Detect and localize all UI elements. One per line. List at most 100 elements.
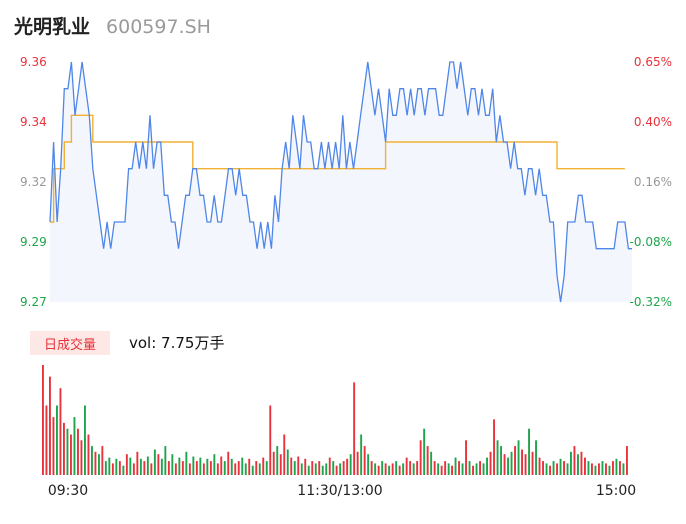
volume-bar xyxy=(500,446,502,475)
volume-bar xyxy=(304,458,307,475)
volume-bar xyxy=(566,463,569,475)
pct-tick-label: -0.32% xyxy=(630,295,672,309)
price-tick-label: 9.27 xyxy=(20,295,47,309)
volume-readout: vol: 7.75万手 xyxy=(129,331,224,355)
time-tick-label: 09:30 xyxy=(48,483,88,499)
volume-bar xyxy=(202,463,205,475)
volume-bar xyxy=(398,465,401,475)
volume-bar xyxy=(118,461,121,475)
volume-bar xyxy=(339,463,342,475)
price-tick-label: 9.29 xyxy=(20,235,47,249)
volume-bar xyxy=(451,465,453,475)
volume-bar xyxy=(122,465,125,475)
volume-bar xyxy=(335,465,338,475)
volume-bar xyxy=(262,457,265,475)
volume-bar xyxy=(570,451,572,475)
volume-bar xyxy=(234,463,237,475)
volume-bar xyxy=(524,454,527,475)
volume-bar xyxy=(220,456,223,475)
price-tick-label: 9.34 xyxy=(20,115,47,129)
volume-bar xyxy=(577,454,579,475)
volume-bar xyxy=(556,463,558,475)
volume-bar xyxy=(115,458,118,475)
volume-bar xyxy=(531,451,534,475)
volume-bar xyxy=(206,458,209,475)
volume-bar xyxy=(167,461,170,475)
header: 光明乳业 600597.SH xyxy=(14,12,211,40)
volume-bar xyxy=(601,461,604,475)
volume-bar xyxy=(269,405,272,475)
volume-bar xyxy=(108,457,111,475)
volume-bar xyxy=(98,454,100,475)
stock-code: 600597.SH xyxy=(106,16,211,38)
volume-bar xyxy=(87,434,90,475)
volume-bar xyxy=(619,461,621,475)
volume-bar xyxy=(496,440,499,475)
volume-bar xyxy=(171,454,174,475)
volume-bar xyxy=(514,446,516,475)
volume-bar xyxy=(174,463,177,475)
volume-bar xyxy=(251,465,254,475)
volume-bar xyxy=(395,461,398,475)
volume-bar xyxy=(59,388,62,475)
volume-bar xyxy=(563,461,565,475)
volume-bar xyxy=(178,457,181,475)
volume-bar xyxy=(314,463,317,475)
volume-bar xyxy=(185,451,188,475)
volume-bar xyxy=(587,461,590,475)
volume-bar xyxy=(384,463,387,475)
volume-bar xyxy=(52,417,55,475)
volume-bar xyxy=(503,454,506,475)
volume-bar xyxy=(353,382,356,475)
volume-bar xyxy=(510,451,513,475)
volume-bar xyxy=(507,457,509,475)
volume-bar xyxy=(517,440,520,475)
volume-bar xyxy=(437,463,440,475)
volume-bar xyxy=(374,463,377,475)
volume-bar xyxy=(419,440,422,475)
volume-bar xyxy=(290,457,293,475)
price-tick-label: 9.32 xyxy=(20,175,47,189)
volume-bar xyxy=(300,463,303,475)
volume-bar xyxy=(56,405,58,475)
volume-bar xyxy=(612,461,614,475)
volume-bar xyxy=(605,463,607,475)
volume-bar xyxy=(552,461,555,475)
volume-bar xyxy=(150,463,153,475)
volume-bar xyxy=(80,440,83,475)
volume-bar xyxy=(213,454,216,475)
volume-bar xyxy=(209,461,212,475)
volume-bar xyxy=(265,461,268,475)
volume-bar xyxy=(328,457,331,475)
volume-bar xyxy=(181,461,184,475)
volume-bar xyxy=(545,463,548,475)
volume-bar xyxy=(608,465,611,475)
volume-bar xyxy=(258,463,261,475)
volume-bar xyxy=(146,456,149,475)
pct-tick-label: 0.65% xyxy=(634,55,672,69)
volume-bar xyxy=(423,428,426,475)
volume-bar xyxy=(472,465,474,475)
volume-bar xyxy=(430,451,433,475)
volume-bar xyxy=(521,449,523,475)
volume-bar xyxy=(192,456,195,475)
volume-bar xyxy=(297,456,300,475)
volume-value: 7.75万手 xyxy=(161,334,225,352)
volume-badge[interactable]: 日成交量 xyxy=(30,331,110,355)
volume-bar xyxy=(454,457,457,475)
volume-bar xyxy=(349,454,352,475)
volume-bar xyxy=(559,458,562,475)
volume-bar xyxy=(591,463,593,475)
volume-bar xyxy=(101,446,104,475)
volume-bar xyxy=(244,463,247,475)
volume-bar xyxy=(381,461,384,475)
volume-bar xyxy=(77,428,79,475)
volume-bar xyxy=(405,457,408,475)
volume-bar xyxy=(45,405,48,475)
volume-bar xyxy=(195,461,198,475)
volume-bar xyxy=(129,457,132,475)
volume-bar xyxy=(94,451,97,475)
volume-bar xyxy=(311,461,314,475)
volume-bar xyxy=(237,461,240,475)
